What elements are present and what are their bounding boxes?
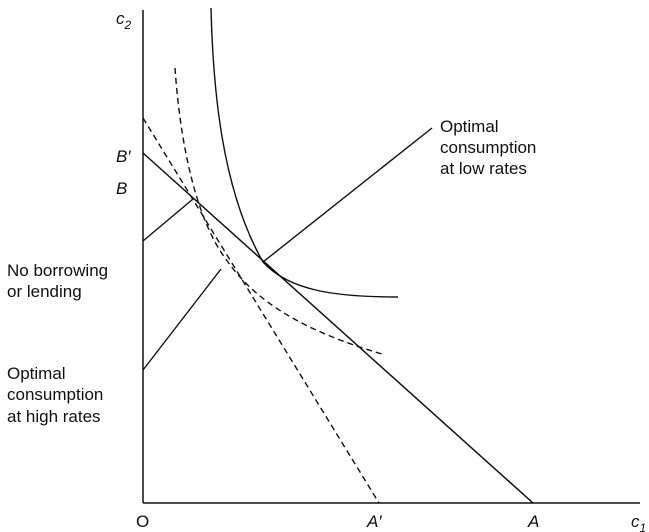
point-b-label: B <box>116 179 127 198</box>
point-b-prime-label: B′ <box>116 147 131 166</box>
annotation-no-borrowing: No borrowing or lending <box>7 261 113 301</box>
budget-line-high-rates <box>142 117 380 504</box>
origin-label: O <box>136 512 149 531</box>
y-axis-label: c2 <box>116 9 132 32</box>
annotation-optimal-high-rates: Optimal consumption at high rates <box>7 364 108 426</box>
pointer-no-borrowing <box>142 198 194 242</box>
indifference-curve-high-rates <box>174 67 383 355</box>
indifference-curve-low-rates <box>210 7 399 298</box>
pointer-optimal-high-rates <box>142 268 222 371</box>
x-axis-label: c1 <box>631 512 646 532</box>
budget-line-low-rates <box>142 152 534 504</box>
pointer-optimal-low-rates <box>262 127 433 263</box>
point-a-label: A <box>527 512 539 531</box>
annotation-optimal-low-rates: Optimal consumption at low rates <box>440 117 541 178</box>
point-a-prime-label: A′ <box>366 512 382 531</box>
